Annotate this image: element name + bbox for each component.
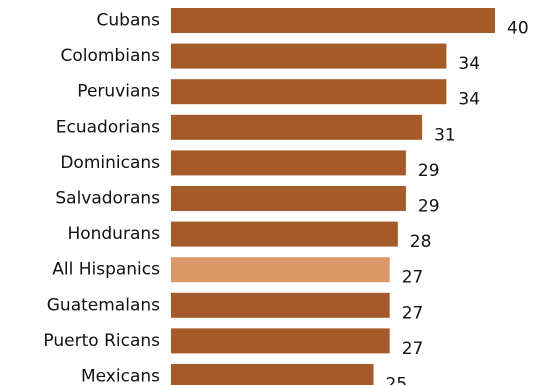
bar-cubans <box>171 8 495 33</box>
category-label-mexicans: Mexicans <box>81 367 160 385</box>
value-label-cubans: 40 <box>507 19 529 39</box>
category-label-salvadorans: Salvadorans <box>55 189 160 209</box>
bar-puerto-ricans <box>171 328 390 354</box>
category-label-dominicans: Dominicans <box>60 153 160 173</box>
bar-mexicans <box>171 364 374 385</box>
category-label-guatemalans: Guatemalans <box>47 295 160 315</box>
value-label-mexicans: 25 <box>386 375 408 385</box>
bar-ecuadorians <box>171 114 423 140</box>
bar-colombians <box>171 43 447 69</box>
value-label-guatemalans: 27 <box>402 303 424 323</box>
category-label-puerto-ricans: Puerto Ricans <box>43 331 160 351</box>
bars-layer <box>171 8 495 385</box>
category-label-ecuadorians: Ecuadorians <box>56 117 160 137</box>
value-label-colombians: 34 <box>458 54 480 74</box>
category-label-all-hispanics: All Hispanics <box>52 260 160 280</box>
category-labels: Cubans Colombians Peruvians Ecuadorians Domi… <box>43 11 160 385</box>
bar-peruvians <box>171 79 447 105</box>
category-label-peruvians: Peruvians <box>77 82 160 102</box>
value-label-all-hispanics: 27 <box>402 268 424 288</box>
category-label-hondurans: Hondurans <box>67 224 160 244</box>
value-label-peruvians: 34 <box>458 90 480 110</box>
value-label-puerto-ricans: 27 <box>402 339 424 359</box>
bar-all-hispanics <box>171 257 390 283</box>
value-label-ecuadorians: 31 <box>434 125 456 145</box>
category-label-cubans: Cubans <box>97 11 161 31</box>
value-label-dominicans: 29 <box>418 161 440 181</box>
bar-dominicans <box>171 150 406 176</box>
bar-hondurans <box>171 221 398 247</box>
bar-salvadorans <box>171 186 406 211</box>
category-label-colombians: Colombians <box>60 46 160 66</box>
value-label-salvadorans: 29 <box>418 197 440 217</box>
bar-guatemalans <box>171 292 390 318</box>
value-label-hondurans: 28 <box>410 232 432 252</box>
